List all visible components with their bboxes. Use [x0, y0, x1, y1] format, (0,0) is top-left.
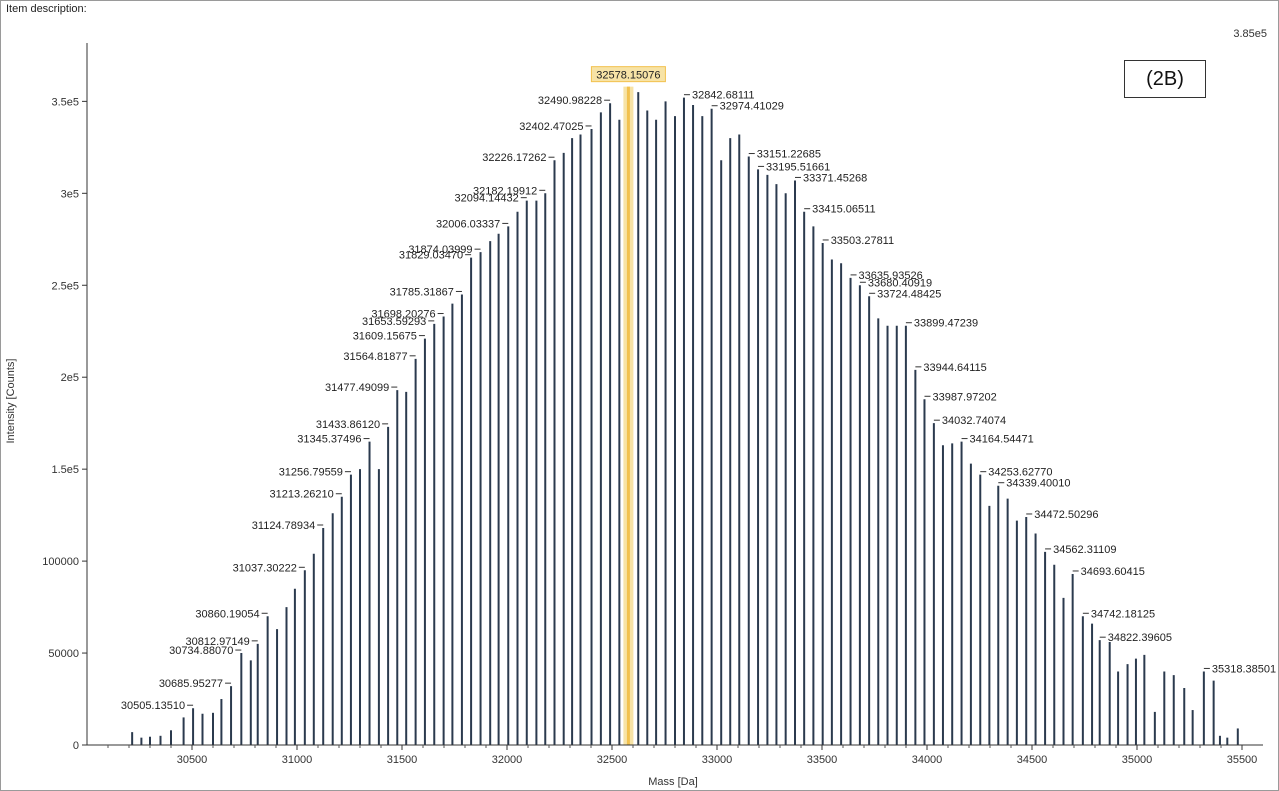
x-tick-label: 33500: [807, 754, 838, 766]
peak-annotation[interactable]: 33503.27811: [831, 235, 894, 247]
peak-annotation[interactable]: 30860.19054: [195, 608, 259, 620]
peak-annotation[interactable]: 31345.37496: [297, 434, 361, 446]
x-tick-label: 32000: [492, 754, 523, 766]
y-tick-label: 2e5: [61, 372, 79, 384]
peak-annotation[interactable]: 33371.45268: [803, 172, 867, 184]
peak-annotation[interactable]: 31698.20276: [371, 309, 435, 321]
peak-annotation[interactable]: 31433.86120: [316, 419, 380, 431]
peak-annotation[interactable]: 31477.49099: [325, 382, 389, 394]
peak-annotation[interactable]: 34253.62770: [988, 467, 1052, 479]
x-tick-label: 35000: [1122, 754, 1153, 766]
peak-annotation[interactable]: 31653.59293: [362, 316, 426, 328]
peak-annotation[interactable]: 32006.03337: [436, 218, 500, 230]
peak-annotation[interactable]: 32578.15076: [596, 70, 660, 82]
peak-annotation[interactable]: 32974.41029: [720, 101, 784, 113]
x-tick-label: 35500: [1227, 754, 1258, 766]
peak-annotation[interactable]: 31609.15675: [353, 331, 417, 343]
y-tick-label: 100000: [42, 556, 79, 568]
peak-annotation[interactable]: 31829.03470: [399, 250, 463, 262]
item-description-label: Item description:: [6, 3, 87, 15]
y-tick-label: 0: [73, 740, 79, 752]
peak-annotations: 30505.13510 30685.95277 30734.8807030812.9…: [121, 66, 1276, 712]
peak-annotation[interactable]: 32226.17262: [482, 152, 546, 164]
peak-annotation[interactable]: 30812.97149: [185, 636, 249, 648]
peak-annotation[interactable]: 33195.51661: [766, 161, 830, 173]
peak-annotation[interactable]: 34032.74074: [942, 415, 1006, 427]
peak-annotation[interactable]: 30685.95277: [159, 678, 223, 690]
peak-annotation[interactable]: 33724.48425: [877, 288, 941, 300]
x-axis-label: Mass [Da]: [648, 776, 698, 788]
peak-annotation[interactable]: 34562.31109: [1053, 544, 1116, 556]
y-tick-label: 3e5: [61, 188, 79, 200]
peak-annotation[interactable]: 34164.54471: [970, 434, 1034, 446]
y-tick-label: 2.5e5: [51, 280, 79, 292]
peak-annotation[interactable]: 31037.30222: [233, 562, 297, 574]
x-tick-label: 32500: [597, 754, 628, 766]
peak-annotation[interactable]: 33680.40919: [868, 277, 932, 289]
peak-annotation[interactable]: 34742.18125: [1091, 608, 1155, 620]
peak-bars: [131, 86, 1239, 745]
peak-annotation[interactable]: 34822.39605: [1108, 632, 1172, 644]
peak-annotation[interactable]: 30734.88070: [169, 645, 233, 657]
x-tick-label: 31500: [387, 754, 418, 766]
peak-annotation[interactable]: 33151.22685: [757, 149, 821, 161]
peak-annotation[interactable]: 32402.47025: [519, 121, 583, 133]
peak-annotation[interactable]: 31256.79559: [279, 467, 343, 479]
tick-labels: 30500 31000 31500 32000 32500 33000 33500 34000…: [42, 96, 1257, 766]
peak-annotation[interactable]: 31213.26210: [270, 489, 334, 501]
peak-annotation[interactable]: 32842.68111: [692, 90, 755, 102]
peak-annotation[interactable]: 33415.06511: [812, 204, 875, 216]
peak-annotation[interactable]: 30505.13510: [121, 700, 185, 712]
peak-annotation[interactable]: 31124.78934: [252, 520, 315, 532]
peak-annotation[interactable]: 34693.60415: [1081, 566, 1145, 578]
peak-annotation[interactable]: 32490.98228: [538, 95, 602, 107]
x-tick-label: 30500: [177, 754, 208, 766]
peak-annotation[interactable]: 31564.81877: [343, 351, 407, 363]
peak-annotation[interactable]: 33899.47239: [914, 318, 978, 330]
y-tick-label: 50000: [48, 648, 79, 660]
y-axis-label: Intensity [Counts]: [5, 359, 17, 444]
y-tick-label: 1.5e5: [51, 464, 79, 476]
y-tick-label: 3.5e5: [51, 96, 79, 108]
peak-annotation[interactable]: 34339.40010: [1006, 478, 1070, 490]
highlight-label-box: [590, 66, 666, 83]
peak-annotation[interactable]: 34472.50296: [1034, 509, 1098, 521]
peak-annotation[interactable]: 31785.31867: [390, 286, 454, 298]
peak-annotation[interactable]: 35318.38501: [1212, 663, 1276, 675]
peak-annotation[interactable]: 32182.19912: [473, 185, 537, 197]
peak-annotation[interactable]: 33944.64115: [923, 362, 986, 374]
x-tick-label: 31000: [282, 754, 313, 766]
max-intensity-label: 3.85e5: [1233, 28, 1267, 40]
peak-annotation[interactable]: 32094.14432: [455, 193, 519, 205]
x-tick-label: 33000: [702, 754, 733, 766]
x-tick-label: 34500: [1017, 754, 1048, 766]
peak-annotation[interactable]: 33635.93526: [859, 270, 923, 282]
x-tick-label: 34000: [912, 754, 943, 766]
peak-annotation[interactable]: 33987.97202: [932, 391, 996, 403]
peak-annotation[interactable]: 31874.03999: [408, 244, 472, 256]
panel-label: (2B): [1124, 60, 1206, 98]
